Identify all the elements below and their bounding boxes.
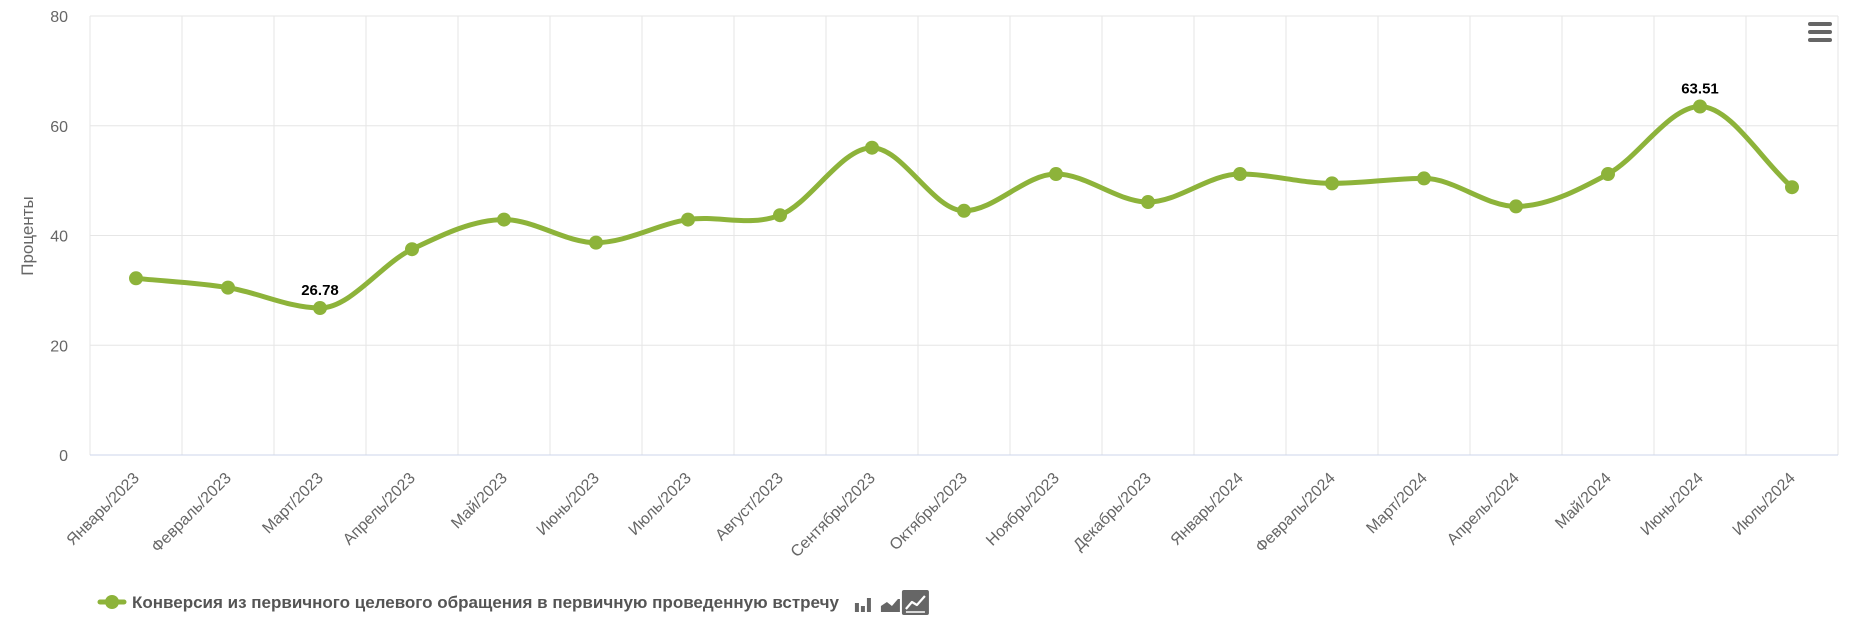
series-group [129, 99, 1799, 316]
data-point[interactable] [773, 208, 787, 223]
y-tick-label: 20 [50, 338, 68, 355]
x-tick-label: Октябрь/2023 [887, 470, 971, 554]
data-point[interactable] [589, 235, 603, 250]
x-tick-label: Март/2024 [1363, 470, 1430, 537]
data-point[interactable] [129, 271, 143, 286]
x-tick-label: Май/2024 [1552, 470, 1615, 533]
data-point[interactable] [1325, 176, 1339, 191]
x-tick-label: Август/2023 [712, 470, 786, 544]
x-tick-label: Декабрь/2023 [1070, 470, 1155, 555]
data-point[interactable] [1049, 167, 1063, 182]
x-tick-label: Март/2023 [259, 470, 326, 537]
x-tick-label: Июль/2024 [1730, 470, 1799, 539]
y-tick-label: 40 [50, 229, 68, 246]
x-tick-label: Февраль/2023 [149, 470, 235, 556]
data-point[interactable] [497, 212, 511, 227]
line-marker-icon [97, 595, 127, 609]
data-point[interactable] [957, 203, 971, 218]
data-point[interactable] [1785, 180, 1799, 195]
x-tick-label: Январь/2024 [1168, 470, 1247, 549]
area-chart-icon[interactable] [879, 593, 903, 615]
data-label: 63.51 [1681, 80, 1719, 97]
x-tick-label: Июнь/2023 [534, 470, 603, 539]
data-point[interactable] [405, 242, 419, 257]
data-point[interactable] [1601, 167, 1615, 182]
legend-label: Конверсия из первичного целевого обращен… [132, 593, 839, 612]
data-point[interactable] [313, 301, 327, 316]
y-axis-ticks: 0 20 40 60 80 [50, 9, 68, 465]
data-point[interactable] [1693, 99, 1707, 114]
chart-menu-button[interactable] [1804, 18, 1836, 46]
y-tick-label: 60 [50, 119, 68, 136]
x-tick-label: Сентябрь/2023 [788, 470, 879, 561]
data-point[interactable] [1233, 167, 1247, 182]
x-tick-label: Июнь/2024 [1638, 470, 1707, 539]
x-tick-label: Апрель/2023 [340, 470, 419, 549]
y-axis-label: Проценты [18, 196, 37, 276]
data-point[interactable] [1509, 199, 1523, 214]
x-tick-label: Июль/2023 [626, 470, 695, 539]
x-tick-label: Ноябрь/2023 [983, 470, 1063, 550]
x-axis-ticks: Январь/2023 Февраль/2023 Март/2023 Апрель/2… [64, 470, 1799, 561]
x-tick-label: Январь/2023 [64, 470, 143, 549]
data-point[interactable] [221, 280, 235, 295]
bar-chart-icon[interactable] [853, 593, 877, 615]
data-point[interactable] [681, 212, 695, 227]
line-chart-icon[interactable] [901, 590, 929, 615]
chart-type-switcher [853, 590, 929, 615]
hamburger-menu-icon [1808, 22, 1832, 42]
y-tick-label: 0 [59, 448, 68, 465]
data-point[interactable] [1417, 171, 1431, 186]
data-point[interactable] [1141, 195, 1155, 210]
data-label: 26.78 [301, 282, 339, 299]
grid [89, 15, 1839, 456]
x-tick-label: Февраль/2024 [1253, 470, 1339, 556]
data-labels: 26.78 63.51 [300, 79, 1721, 301]
x-tick-label: Май/2023 [448, 470, 511, 533]
legend-item[interactable]: Конверсия из первичного целевого обращен… [97, 593, 839, 612]
y-tick-label: 80 [50, 9, 68, 26]
data-point[interactable] [865, 140, 879, 155]
x-tick-label: Апрель/2024 [1444, 470, 1523, 549]
